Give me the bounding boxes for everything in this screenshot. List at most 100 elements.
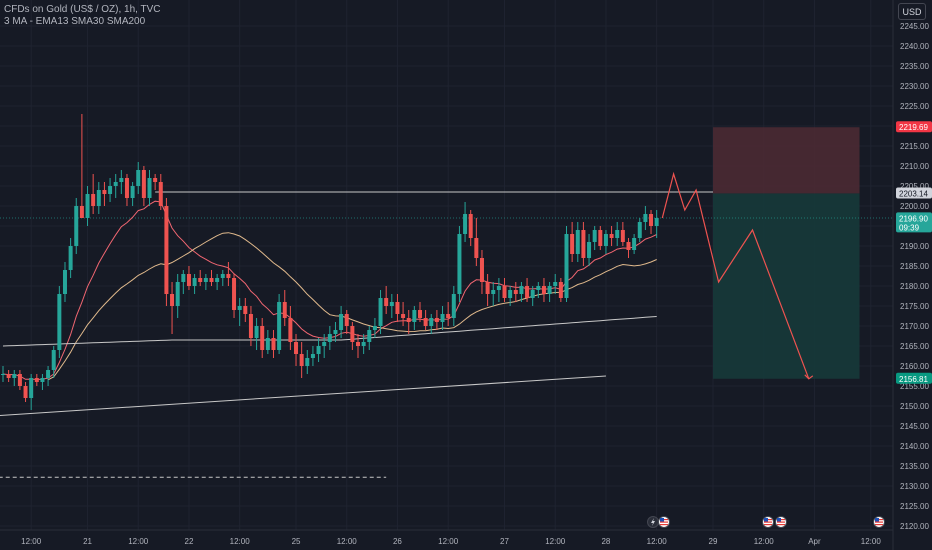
take-profit-zone[interactable] <box>713 193 860 379</box>
candle-body <box>468 214 473 238</box>
lightning-icon[interactable] <box>647 516 659 528</box>
candle-body <box>57 294 62 350</box>
candle-body <box>294 342 299 354</box>
candle-body <box>198 278 203 282</box>
candle-body <box>96 190 101 206</box>
price-label-text: 2156.81 <box>899 375 928 384</box>
lightning-glyph <box>651 518 655 526</box>
price-tick-label: 2205.00 <box>900 182 929 191</box>
candle-body <box>254 326 259 338</box>
us-flag-icon[interactable] <box>873 516 885 528</box>
flag-stripe <box>875 524 883 526</box>
projection-arrowhead <box>804 374 814 380</box>
price-tick-label: 2125.00 <box>900 502 929 511</box>
candle-body <box>260 326 265 350</box>
candle-body <box>626 242 631 250</box>
candle-body <box>29 378 34 398</box>
price-tick-label: 2160.00 <box>900 362 929 371</box>
candle-body <box>361 342 366 346</box>
candle-body <box>175 282 180 306</box>
time-tick-label: 25 <box>292 537 301 546</box>
flag-stripe <box>764 524 772 526</box>
candle-body <box>632 238 637 250</box>
candle-body <box>192 278 197 286</box>
candle-body <box>327 334 332 342</box>
candle-body <box>564 234 569 298</box>
flag-canton <box>875 518 879 522</box>
candle-body <box>265 338 270 350</box>
candle-body <box>547 286 552 294</box>
time-tick-label: 29 <box>709 537 718 546</box>
candle-body <box>412 310 417 322</box>
time-tick-label: Apr <box>808 537 821 546</box>
candle-body <box>378 298 383 326</box>
price-tick-label: 2145.00 <box>900 422 929 431</box>
candle-body <box>74 206 79 246</box>
candle-body <box>220 274 225 278</box>
time-tick-label: 12:00 <box>128 537 149 546</box>
time-tick-label: 12:00 <box>21 537 42 546</box>
time-tick-label: 21 <box>83 537 92 546</box>
candle-body <box>136 170 141 186</box>
candle-body <box>457 234 462 294</box>
candle-body <box>46 370 51 378</box>
price-label-target <box>896 372 932 384</box>
candle-body <box>305 358 310 366</box>
candle-body <box>440 314 445 322</box>
rising-trendline[interactable] <box>0 375 606 416</box>
us-flag-icon[interactable] <box>658 516 670 528</box>
price-tick-label: 2215.00 <box>900 142 929 151</box>
flag-stripe <box>660 524 668 526</box>
price-tick-label: 2240.00 <box>900 42 929 51</box>
candle-body <box>587 242 592 258</box>
time-axis[interactable]: 12:00 21 12:00 22 12:00 25 12:00 26 12:00 27 12:00… <box>0 529 893 546</box>
time-tick-label: 26 <box>393 537 402 546</box>
candle-body <box>479 258 484 282</box>
flag-stripe <box>875 521 883 523</box>
candle-body <box>609 234 614 238</box>
price-tick-label: 2225.00 <box>900 102 929 111</box>
candle-body <box>322 342 327 346</box>
flag-stripe <box>660 521 668 523</box>
flag-stripe <box>777 524 785 526</box>
candle-body <box>119 178 124 182</box>
position-tool[interactable] <box>713 127 860 379</box>
candle-body <box>147 178 152 198</box>
projected-path[interactable] <box>661 171 810 380</box>
candle-body <box>85 194 90 218</box>
candle-body <box>417 310 422 318</box>
currency-button[interactable]: USD <box>898 3 926 20</box>
candle-body <box>553 282 558 286</box>
price-tick-label: 2210.00 <box>900 162 929 171</box>
candle-body <box>226 274 231 278</box>
candle-body <box>333 330 338 334</box>
candle-body <box>181 274 186 282</box>
indicator-legend[interactable]: 3 MA - EMA13 SMA30 SMA200 <box>4 16 146 27</box>
candle-body <box>446 314 451 318</box>
candle-body <box>395 302 400 314</box>
candle-body <box>513 290 518 294</box>
candle-body <box>485 282 490 294</box>
price-label-countdown: 09:39 <box>899 223 920 232</box>
drawn-lines[interactable] <box>0 191 893 478</box>
candle-body <box>406 318 411 322</box>
time-tick-label: 12:00 <box>754 537 775 546</box>
candle-body <box>153 178 158 182</box>
price-label-text: 2203.14 <box>899 189 928 198</box>
us-flag-icon[interactable] <box>762 516 774 528</box>
candle-body <box>203 278 208 282</box>
time-tick-label: 27 <box>500 537 509 546</box>
price-label-last <box>896 212 932 233</box>
candle-body <box>17 374 22 386</box>
candle-body <box>215 278 220 282</box>
candle-body <box>637 222 642 238</box>
time-tick-label: 22 <box>185 537 194 546</box>
candle-body <box>496 286 501 290</box>
time-tick-label: 12:00 <box>545 537 566 546</box>
candle-body <box>51 350 56 370</box>
event-icons[interactable] <box>647 516 885 528</box>
us-flag-icon[interactable] <box>775 516 787 528</box>
projection-path[interactable] <box>661 171 814 380</box>
stop-loss-zone[interactable] <box>713 127 860 194</box>
